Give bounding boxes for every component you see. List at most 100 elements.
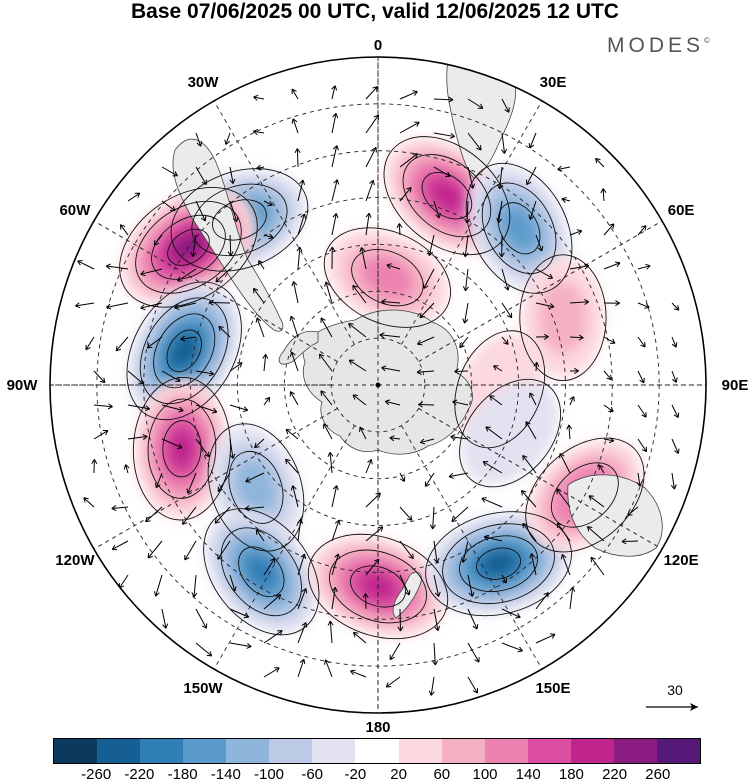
- wind-vector: [498, 234, 505, 258]
- colorbar-swatch: [355, 739, 399, 763]
- wind-vector: [297, 658, 306, 678]
- colorbar-swatch: [527, 739, 571, 763]
- wind-vector: [331, 553, 341, 576]
- wind-vector: [365, 86, 378, 100]
- wind-vector: [603, 370, 612, 381]
- wind-vector: [195, 370, 214, 377]
- wind-vector: [245, 472, 265, 483]
- wind-vector: [161, 166, 178, 177]
- vector-reference: 30: [646, 682, 698, 711]
- colorbar-tick-label: 220: [602, 766, 628, 783]
- wind-vector: [637, 404, 647, 418]
- meridian-line: [93, 220, 338, 362]
- wind-vector: [399, 186, 412, 202]
- wind-vector: [229, 166, 236, 184]
- wind-vector: [467, 608, 479, 630]
- wind-vector: [291, 88, 299, 100]
- wind-vector: [93, 430, 109, 440]
- wind-vector: [586, 526, 605, 542]
- wind-vector: [119, 224, 129, 236]
- anomaly-level: [171, 335, 198, 367]
- wind-vector: [289, 351, 299, 372]
- colorbar-tick-label: -220: [124, 766, 155, 783]
- wind-vector: [384, 399, 401, 406]
- wind-vector: [291, 118, 299, 134]
- wind-vector: [529, 553, 537, 576]
- wind-vector: [528, 132, 537, 149]
- wind-vector: [489, 395, 503, 406]
- colorbar-tick-label: -140: [210, 766, 241, 783]
- colorbar-swatch: [656, 739, 700, 763]
- wind-vector: [452, 399, 469, 406]
- wind-vector: [140, 302, 163, 311]
- wind-vector: [603, 300, 620, 307]
- wind-vector: [429, 506, 436, 530]
- colorbar-tick-label: 20: [390, 766, 407, 783]
- wind-vector: [296, 246, 303, 270]
- wind-vector: [670, 472, 677, 490]
- wind-vector: [352, 394, 367, 406]
- wind-vector: [329, 246, 336, 270]
- wind-vector: [324, 659, 333, 678]
- wind-vector: [462, 268, 469, 292]
- map-border: [49, 56, 707, 714]
- wind-vector: [323, 423, 333, 440]
- wind-vector: [671, 302, 680, 311]
- wind-vector: [161, 404, 184, 413]
- wind-vector: [459, 336, 469, 349]
- wind-vector: [493, 365, 503, 372]
- wind-vector: [556, 488, 571, 508]
- anomaly-center: [204, 509, 318, 634]
- wind-vector: [263, 233, 274, 240]
- colorbar: [53, 738, 701, 764]
- wind-vector: [569, 367, 579, 374]
- wind-vectors: [75, 85, 680, 696]
- colorbar-tick-label: -180: [167, 766, 198, 783]
- colorbar-tick-label: -60: [301, 766, 324, 783]
- contour-line: [519, 254, 607, 382]
- wind-vector: [501, 608, 521, 619]
- longitude-label: 0: [374, 37, 382, 54]
- wind-vector: [595, 157, 605, 168]
- wind-vector: [399, 153, 418, 168]
- wind-vector: [348, 323, 367, 338]
- wind-vector: [229, 608, 250, 619]
- longitude-label: 120E: [664, 552, 699, 569]
- wind-vector: [365, 179, 375, 202]
- wind-vector: [252, 128, 265, 135]
- australia: [567, 474, 663, 557]
- wind-vector: [637, 438, 648, 453]
- wind-vector: [318, 353, 333, 372]
- wind-vector: [161, 370, 181, 382]
- wind-vector: [146, 336, 163, 349]
- wind-vector: [501, 642, 523, 653]
- wind-vector: [253, 94, 265, 101]
- map-title: Base 07/06/2025 00 UTC, valid 12/06/2025…: [131, 0, 619, 23]
- wind-vector: [224, 132, 231, 145]
- longitude-label: 150W: [183, 680, 223, 697]
- wind-vector: [147, 540, 163, 559]
- wind-vector: [637, 370, 645, 384]
- wind-vector: [244, 505, 265, 512]
- contour-line: [328, 549, 428, 624]
- wind-vector: [348, 359, 367, 372]
- wind-vector: [535, 333, 549, 340]
- wind-vector: [533, 361, 540, 372]
- wind-vector: [501, 98, 510, 113]
- wind-vector: [481, 497, 503, 508]
- wind-vector: [467, 676, 478, 694]
- wind-vector: [111, 540, 129, 551]
- wind-vector: [365, 558, 380, 576]
- contour-line: [525, 437, 645, 553]
- wind-vector: [365, 114, 380, 134]
- wind-vector: [433, 200, 441, 219]
- colorbar-tick-label: -100: [253, 766, 285, 783]
- wind-vector: [671, 438, 680, 454]
- wind-vector: [427, 234, 435, 256]
- wind-vector: [331, 213, 339, 236]
- colorbar-swatch: [441, 739, 485, 763]
- wind-vector: [399, 121, 420, 134]
- colorbar-swatch: [570, 739, 614, 763]
- wind-vector: [263, 594, 282, 610]
- wind-vector: [214, 506, 231, 524]
